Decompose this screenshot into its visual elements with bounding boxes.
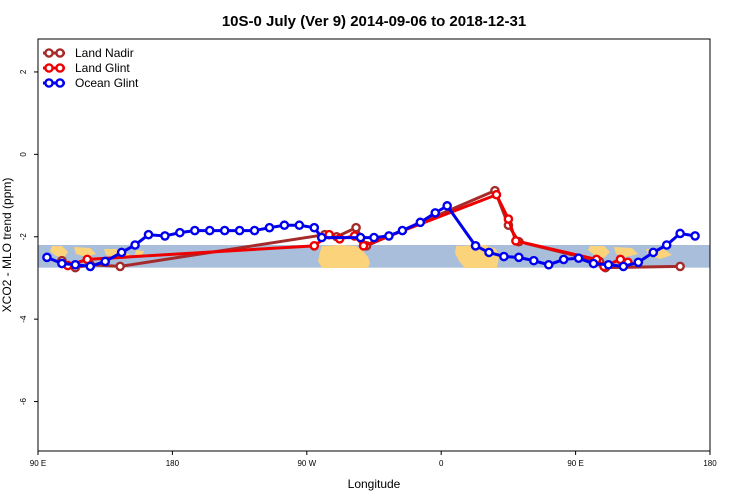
data-point — [204, 225, 215, 236]
y-tick-label: 2 — [19, 69, 28, 74]
data-point — [116, 247, 127, 258]
data-point — [115, 261, 125, 272]
map-strip — [38, 245, 710, 268]
x-tick-label: 90 E — [30, 459, 46, 468]
legend-marker — [44, 63, 54, 73]
data-point — [690, 231, 700, 241]
data-point — [633, 257, 644, 268]
data-point — [189, 225, 200, 236]
x-tick-label: 180 — [166, 459, 180, 468]
data-point — [219, 225, 230, 236]
data-point — [369, 232, 379, 243]
land-indonesia-east — [74, 247, 96, 257]
data-point — [484, 247, 494, 258]
land-islands-pacific — [135, 250, 144, 256]
series-layer — [42, 185, 700, 273]
y-axis: 2 0 -2 -4 -6 — [19, 69, 38, 405]
land-shapes — [50, 245, 672, 268]
data-point — [57, 258, 67, 269]
data-point — [503, 214, 514, 224]
legend-marker — [55, 78, 65, 88]
x-tick-label: 90 E — [567, 459, 583, 468]
data-point — [85, 261, 96, 272]
land-south-america — [318, 245, 370, 268]
data-point — [603, 259, 614, 270]
data-point — [42, 252, 52, 263]
data-point — [618, 261, 629, 272]
data-point — [234, 225, 245, 236]
y-axis-label: XCO2 - MLO trend (ppm) — [0, 178, 14, 313]
data-point — [316, 232, 327, 243]
chart-title: 10S-0 July (Ver 9) 2014-09-06 to 2018-12… — [222, 13, 526, 30]
y-tick-label: -6 — [19, 397, 28, 405]
data-point — [100, 256, 110, 267]
data-point — [351, 222, 361, 233]
data-point — [358, 241, 369, 251]
data-point — [499, 251, 509, 262]
legend-marker — [44, 78, 54, 88]
data-point — [279, 220, 290, 231]
data-point — [675, 228, 685, 239]
data-point — [70, 259, 81, 270]
legend-label: Land Glint — [75, 61, 130, 75]
legend-marker — [55, 48, 65, 58]
land-indonesia-east-2 — [614, 247, 638, 257]
data-point — [558, 254, 569, 265]
x-axis: 90 E 180 90 W 0 90 E 180 — [30, 451, 717, 468]
legend-label: Land Nadir — [75, 46, 134, 60]
data-point — [160, 231, 170, 241]
data-point — [491, 189, 502, 200]
data-point — [130, 240, 140, 250]
data-point — [511, 236, 521, 246]
plot-frame — [37, 38, 711, 452]
data-point — [675, 261, 685, 272]
data-point — [309, 241, 320, 251]
data-point — [175, 227, 185, 238]
data-point — [573, 253, 584, 263]
legend-marker — [55, 63, 65, 73]
data-point — [384, 231, 394, 241]
y-tick-label: -4 — [19, 315, 28, 323]
data-point — [143, 229, 154, 240]
data-point — [442, 201, 452, 211]
land-indonesia-west-2 — [588, 246, 610, 258]
data-point — [309, 222, 320, 233]
data-point — [588, 258, 599, 269]
x-tick-label: 180 — [703, 459, 717, 468]
y-tick-label: 0 — [19, 152, 28, 157]
x-axis-label: Longitude — [348, 477, 401, 491]
data-point — [249, 225, 260, 236]
x-tick-label: 0 — [439, 459, 444, 468]
data-point — [661, 240, 672, 250]
legend-label: Ocean Glint — [75, 76, 139, 90]
data-point — [543, 259, 554, 270]
data-point — [294, 220, 305, 231]
data-point — [397, 225, 408, 236]
land-indonesia-west — [50, 246, 68, 258]
data-point — [355, 232, 366, 243]
series-ocean-glint — [42, 201, 700, 272]
data-point — [415, 217, 426, 228]
legend-marker — [44, 48, 54, 58]
data-point — [430, 208, 441, 218]
data-point — [470, 241, 481, 251]
data-point — [264, 222, 275, 233]
data-point — [648, 247, 659, 258]
y-tick-label: -2 — [19, 233, 28, 241]
x-tick-label: 90 W — [297, 459, 316, 468]
data-point — [528, 255, 539, 266]
data-point — [514, 252, 524, 263]
